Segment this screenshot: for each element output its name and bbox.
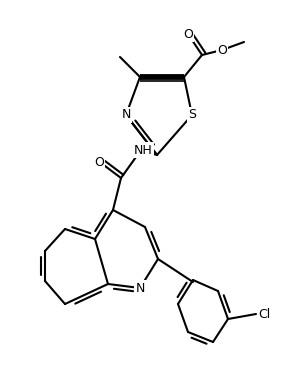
Text: N: N — [135, 281, 145, 295]
Text: O: O — [217, 43, 227, 56]
Text: S: S — [188, 109, 196, 121]
Text: N: N — [121, 109, 131, 121]
Text: O: O — [94, 157, 104, 169]
Text: NH: NH — [134, 144, 152, 157]
Text: O: O — [183, 28, 193, 40]
Text: Cl: Cl — [258, 308, 270, 321]
